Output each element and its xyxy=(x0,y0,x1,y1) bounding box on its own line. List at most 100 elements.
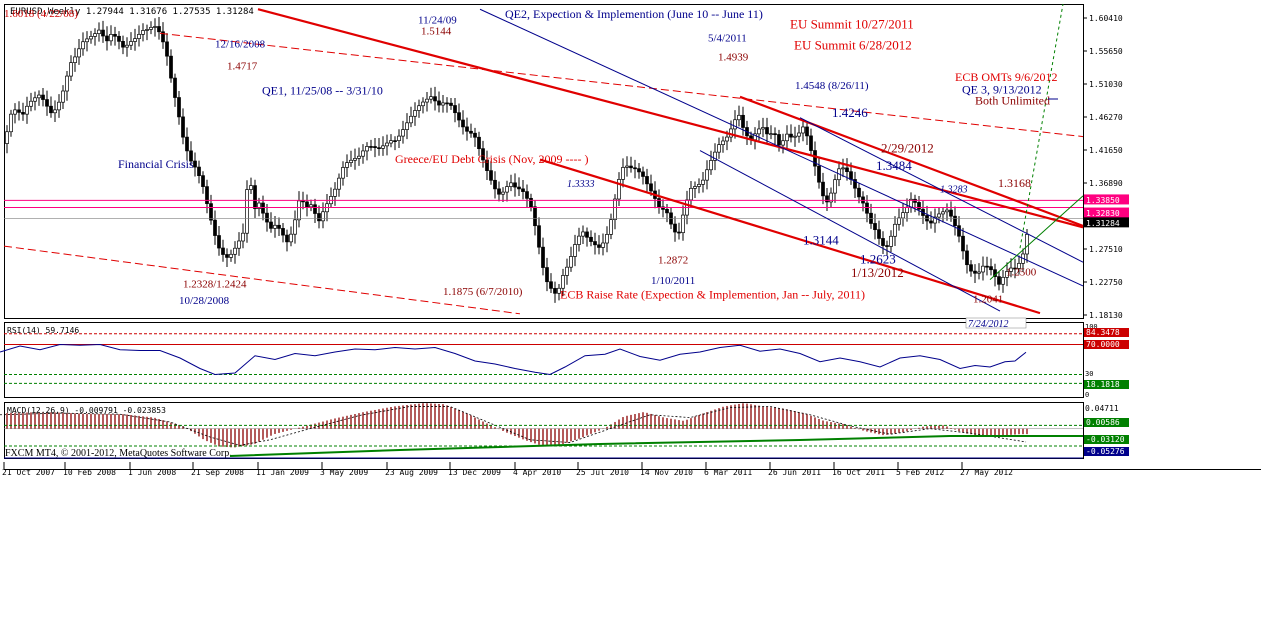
candle-body xyxy=(613,198,617,220)
date-label-box xyxy=(965,317,1027,329)
macd-tick-label: -0.03120 xyxy=(1086,435,1125,444)
candle-body xyxy=(441,102,445,106)
candle-body xyxy=(93,33,97,37)
candle-body xyxy=(37,94,41,99)
time-axis-label: 6 Mar 2011 xyxy=(704,468,752,477)
candle-body xyxy=(761,127,765,130)
candle-body xyxy=(769,133,773,136)
time-axis-label: 25 Jul 2010 xyxy=(576,468,629,477)
candle-body xyxy=(985,265,989,268)
candle-body xyxy=(17,109,21,113)
candle-body xyxy=(961,235,965,252)
candle-body xyxy=(69,62,73,77)
candle-body xyxy=(41,94,45,100)
candle-body xyxy=(249,185,253,190)
candle-body xyxy=(817,165,821,183)
candle-body xyxy=(121,41,125,48)
macd-green-trendline xyxy=(229,435,1083,457)
candle-body xyxy=(253,185,257,209)
copyright-footer: FXCM MT4, © 2001-2012, MetaQuotes Softwa… xyxy=(5,448,232,459)
candle-body xyxy=(933,216,937,224)
candle-body xyxy=(705,169,709,181)
candle-body xyxy=(417,105,421,111)
candle-body xyxy=(205,186,209,204)
candle-body xyxy=(357,155,361,159)
price-tag-label: 1.33850 xyxy=(1086,196,1120,205)
time-axis-label: 26 Jun 2011 xyxy=(768,468,821,477)
price-tag-label: 1.31284 xyxy=(1086,219,1120,228)
candle-body xyxy=(129,41,133,46)
candle-body xyxy=(369,146,373,148)
candle-body xyxy=(81,41,85,50)
candle-body xyxy=(657,198,661,208)
candle-body xyxy=(101,29,105,37)
candle-body xyxy=(673,223,677,233)
candle-body xyxy=(665,209,669,214)
time-axis-label: 5 Feb 2012 xyxy=(896,468,944,477)
candle-body xyxy=(193,160,197,168)
candle-body xyxy=(1009,267,1013,272)
candle-body xyxy=(641,171,645,177)
annotation: 1.3168 xyxy=(998,176,1031,190)
rsi-tick-label: 0 xyxy=(1085,391,1089,399)
annotation: 1/13/2012 xyxy=(851,265,904,280)
candle-body xyxy=(221,247,225,255)
annotation: 1.4717 xyxy=(227,61,258,73)
candle-body xyxy=(513,182,517,188)
candle-body xyxy=(929,220,933,224)
candle-body xyxy=(877,229,881,239)
candle-body xyxy=(525,191,529,199)
macd-signal-line xyxy=(0,406,1027,446)
candle-body xyxy=(893,223,897,237)
candle-body xyxy=(397,135,401,141)
candle-body xyxy=(969,264,973,272)
trend-green-support xyxy=(989,195,1084,280)
candle-body xyxy=(881,238,885,246)
candle-body xyxy=(149,26,153,30)
rsi-tick-label: 70.0000 xyxy=(1086,340,1120,349)
candle-body xyxy=(45,99,49,107)
time-axis-label: 21 Sep 2008 xyxy=(191,468,244,477)
annotation: 1.4548 (8/26/11) xyxy=(795,80,869,92)
annotation: ECB OMTs 9/6/2012 xyxy=(955,70,1058,84)
time-axis-label: 4 Apr 2010 xyxy=(513,468,561,477)
candle-body xyxy=(265,212,269,223)
candle-body xyxy=(217,235,221,249)
macd-tag-bg xyxy=(1084,447,1129,456)
candle-body xyxy=(273,224,277,229)
candle-body xyxy=(617,179,621,200)
price-tag-bg xyxy=(1084,217,1129,228)
candle-body xyxy=(577,235,581,245)
candle-body xyxy=(541,246,545,268)
main-panel xyxy=(4,4,1084,319)
candle-body xyxy=(625,165,629,168)
candle-body xyxy=(949,209,953,217)
trend-red-main xyxy=(257,8,1084,229)
candle-body xyxy=(565,266,569,276)
candle-body xyxy=(237,240,241,249)
candle-body xyxy=(889,235,893,247)
candle-body xyxy=(529,197,533,208)
candle-body xyxy=(233,247,237,255)
candle-body xyxy=(389,140,393,144)
candle-body xyxy=(201,175,205,187)
candle-body xyxy=(493,179,497,190)
rsi-panel xyxy=(4,322,1084,398)
candle-body xyxy=(785,133,789,142)
candle-body xyxy=(65,75,69,92)
candle-body xyxy=(457,112,461,121)
candle-body xyxy=(465,126,469,132)
candle-body xyxy=(277,224,281,229)
time-axis-label: 1 Jun 2008 xyxy=(128,468,176,477)
annotation: 1.2041 xyxy=(973,294,1003,306)
candle-body xyxy=(561,275,565,289)
candle-body xyxy=(293,219,297,235)
candle-body xyxy=(901,212,905,219)
rsi-tick-label: 18.1818 xyxy=(1086,380,1120,389)
annotation: Greece/EU Debt Crisis (Nov, 2009 ---- ) xyxy=(395,152,589,166)
candle-body xyxy=(29,100,33,107)
candle-body xyxy=(449,102,453,106)
candle-body xyxy=(997,276,1001,285)
annotation: EU Summit 6/28/2012 xyxy=(794,37,912,52)
candle-body xyxy=(549,281,553,289)
